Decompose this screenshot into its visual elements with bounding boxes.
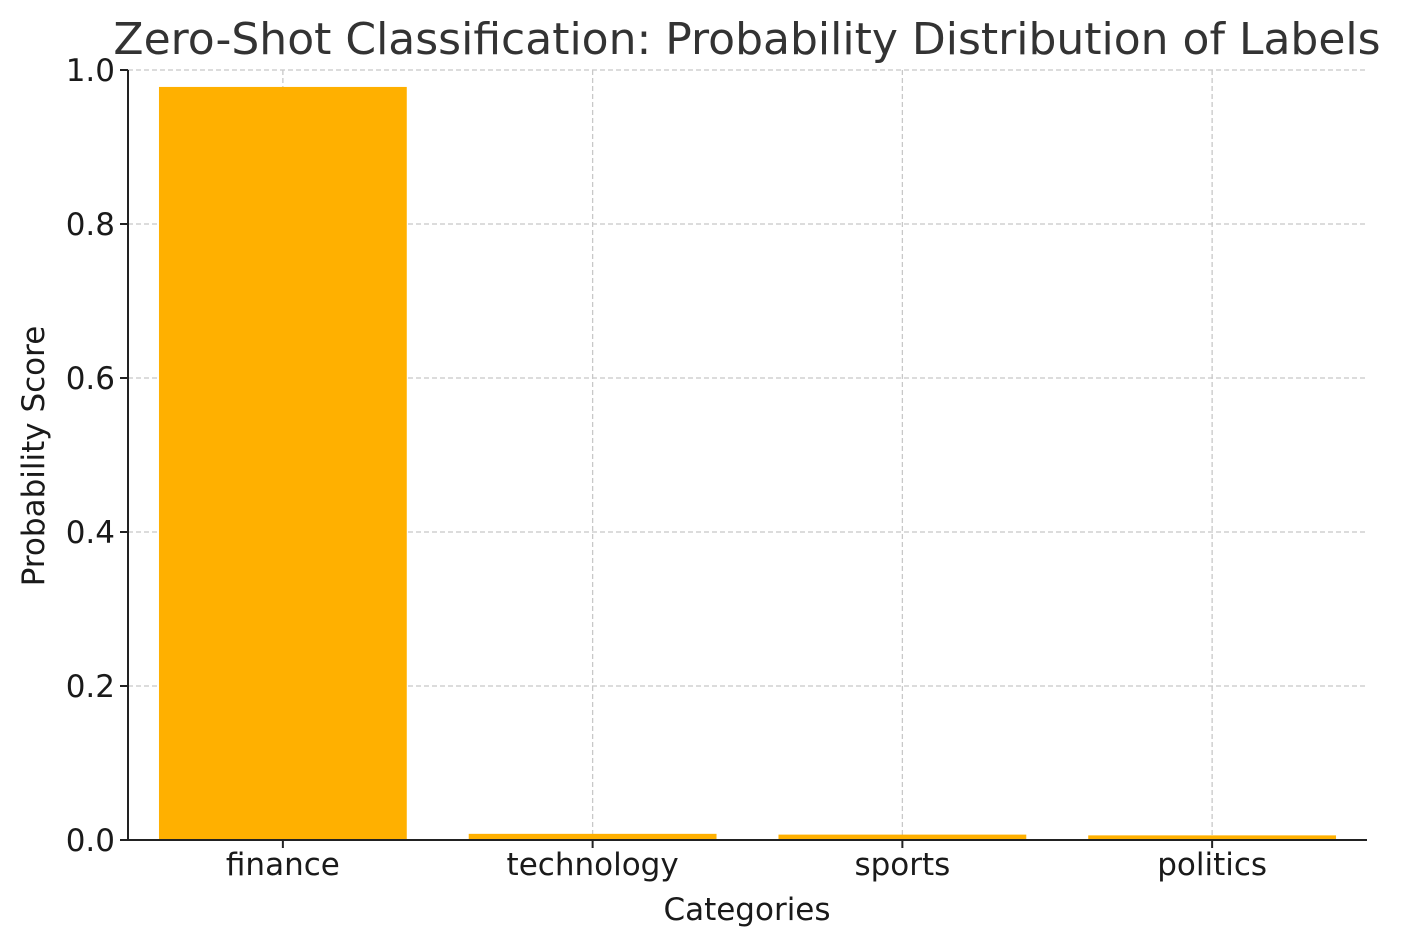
chart-title: Zero-Shot Classification: Probability Di… — [113, 14, 1380, 65]
bar-finance — [158, 86, 407, 840]
tick-labels: 0.0 0.2 0.4 0.6 0.8 1.0 finance technology sport… — [66, 53, 1267, 883]
bar-technology — [468, 833, 717, 840]
axes — [120, 69, 1367, 848]
x-tick-label-sports: sports — [854, 847, 950, 883]
y-tick-label: 0.2 — [66, 669, 115, 705]
y-tick-label: 0.6 — [66, 361, 115, 397]
x-axis-title: Categories — [663, 892, 830, 928]
y-tick-label: 0.0 — [66, 823, 115, 859]
x-tick-label-finance: finance — [226, 847, 340, 883]
y-tick-label: 0.8 — [66, 207, 115, 243]
y-axis-title: Probability Score — [16, 326, 52, 587]
bar-politics — [1088, 835, 1337, 840]
x-tick-label-technology: technology — [507, 847, 679, 883]
bars — [158, 86, 1337, 840]
bar-sports — [778, 834, 1027, 840]
x-tick-label-politics: politics — [1157, 847, 1267, 883]
y-tick-label: 0.4 — [66, 515, 115, 551]
y-tick-label: 1.0 — [66, 53, 115, 89]
